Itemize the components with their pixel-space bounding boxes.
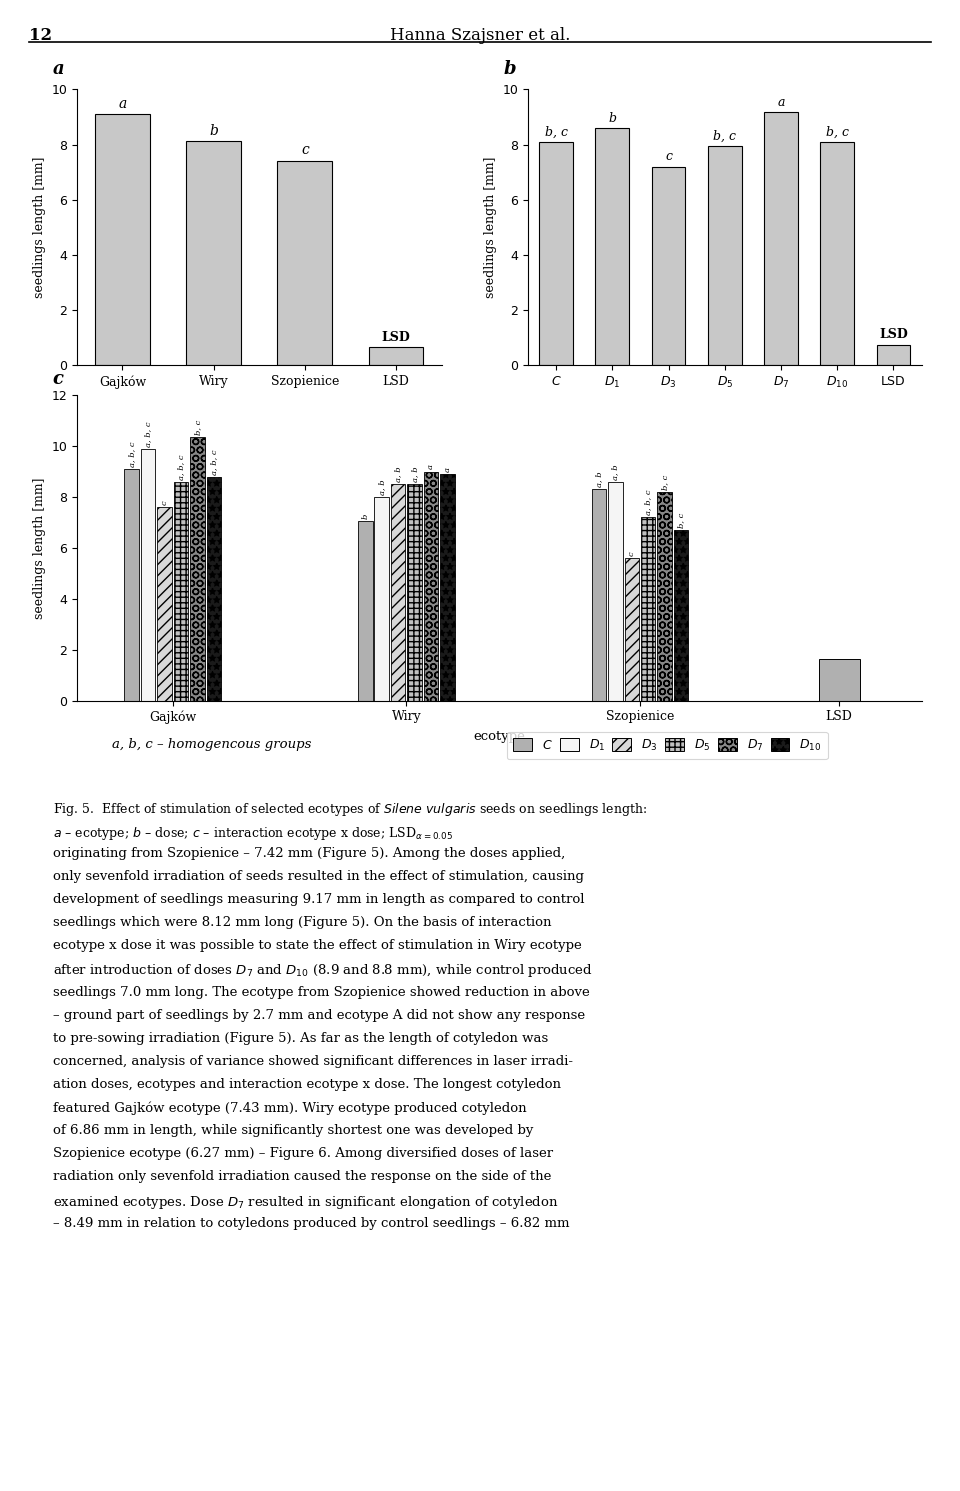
Bar (441, 474, 455, 701)
Text: radiation only sevenfold irradiation caused the response on the side of the: radiation only sevenfold irradiation cau… (53, 1170, 551, 1184)
Text: Hanna Szajsner et al.: Hanna Szajsner et al. (390, 27, 570, 43)
Text: a: a (427, 465, 435, 470)
Text: a, b: a, b (612, 464, 619, 480)
Text: seedlings 7.0 mm long. The ecotype from Szopienice showed reduction in above: seedlings 7.0 mm long. The ecotype from … (53, 986, 589, 999)
Text: – ground part of seedlings by 2.7 mm and ecotype A did not show any response: – ground part of seedlings by 2.7 mm and… (53, 1008, 585, 1021)
Bar (174, 482, 188, 701)
Bar (369, 347, 423, 365)
Text: b, c: b, c (544, 125, 567, 139)
Text: a, b, c: a, b, c (144, 420, 153, 447)
Text: a, b: a, b (377, 479, 386, 495)
Text: – 8.49 mm in relation to cotyledons produced by control seedlings – 6.82 mm: – 8.49 mm in relation to cotyledons prod… (53, 1217, 569, 1230)
Text: of 6.86 mm in length, while significantly shortest one was developed by: of 6.86 mm in length, while significantl… (53, 1124, 533, 1138)
Bar (157, 507, 172, 701)
Bar (207, 477, 222, 701)
Bar (407, 485, 422, 701)
Text: b: b (361, 514, 370, 519)
Text: 12: 12 (29, 27, 52, 43)
Bar (391, 485, 405, 701)
Text: b: b (209, 124, 218, 139)
Text: c: c (300, 143, 309, 158)
Bar (658, 492, 672, 701)
Text: ation doses, ecotypes and interaction ecotype x dose. The longest cotyledon: ation doses, ecotypes and interaction ec… (53, 1078, 561, 1091)
Text: b, c: b, c (660, 474, 669, 491)
Y-axis label: seedlings length [mm]: seedlings length [mm] (33, 477, 46, 619)
Text: concerned, analysis of variance showed significant differences in laser irradi-: concerned, analysis of variance showed s… (53, 1056, 573, 1068)
Text: originating from Szopienice – 7.42 mm (Figure 5). Among the doses applied,: originating from Szopienice – 7.42 mm (F… (53, 847, 565, 860)
X-axis label: ecotype: ecotype (233, 394, 285, 407)
Text: Szopienice ecotype (6.27 mm) – Figure 6. Among diversified doses of laser: Szopienice ecotype (6.27 mm) – Figure 6.… (53, 1148, 553, 1160)
Text: c: c (160, 501, 169, 505)
Bar (125, 470, 139, 701)
Text: Fig. 5.  Effect of stimulation of selected ecotypes of $\mathit{Silene}$ $\mathi: Fig. 5. Effect of stimulation of selecte… (53, 801, 647, 842)
Text: development of seedlings measuring 9.17 mm in length as compared to control: development of seedlings measuring 9.17 … (53, 893, 585, 907)
Text: a, b, c: a, b, c (644, 489, 652, 516)
Text: a, b, c: a, b, c (128, 441, 135, 467)
Bar (674, 531, 688, 701)
Bar (764, 112, 798, 365)
Bar (876, 344, 910, 365)
Text: LSD: LSD (879, 328, 908, 341)
Text: examined ecotypes. Dose $D_7$ resulted in significant elongation of cotyledon: examined ecotypes. Dose $D_7$ resulted i… (53, 1193, 559, 1211)
Text: b, c: b, c (826, 125, 849, 139)
Bar (819, 659, 860, 701)
Text: c: c (628, 552, 636, 556)
Bar (608, 482, 622, 701)
Text: after introduction of doses $D_7$ and $D_{10}$ (8.9 and 8.8 mm), while control p: after introduction of doses $D_7$ and $D… (53, 963, 592, 980)
Bar (374, 497, 389, 701)
Text: a: a (53, 60, 64, 78)
Bar (277, 161, 332, 365)
Text: c: c (665, 151, 672, 164)
Text: ecotype x dose it was possible to state the effect of stimulation in Wiry ecotyp: ecotype x dose it was possible to state … (53, 939, 582, 953)
Bar (95, 115, 150, 365)
Text: a, b, c: a, b, c (210, 449, 218, 474)
Text: b: b (609, 112, 616, 125)
Text: to pre-sowing irradiation (Figure 5). As far as the length of cotyledon was: to pre-sowing irradiation (Figure 5). As… (53, 1032, 548, 1045)
Bar (358, 522, 372, 701)
Bar (186, 142, 241, 365)
Text: only sevenfold irradiation of seeds resulted in the effect of stimulation, causi: only sevenfold irradiation of seeds resu… (53, 871, 584, 883)
Y-axis label: seedlings length [mm]: seedlings length [mm] (33, 157, 46, 298)
Text: a: a (778, 95, 784, 109)
Text: b: b (504, 60, 516, 78)
Text: a: a (444, 467, 452, 473)
Text: a: a (118, 97, 127, 110)
Text: c: c (53, 370, 63, 388)
Bar (190, 437, 204, 701)
Bar (821, 142, 854, 365)
Text: featured Gajków ecotype (7.43 mm). Wiry ecotype produced cotyledon: featured Gajków ecotype (7.43 mm). Wiry … (53, 1100, 526, 1115)
Text: b, c: b, c (194, 420, 202, 435)
Text: seedlings which were 8.12 mm long (Figure 5). On the basis of interaction: seedlings which were 8.12 mm long (Figur… (53, 915, 551, 929)
Bar (595, 128, 629, 365)
X-axis label: dose: dose (709, 395, 740, 409)
Text: a, b: a, b (595, 471, 603, 488)
Bar (652, 167, 685, 365)
Text: a, b: a, b (411, 467, 419, 482)
Y-axis label: seedlings length [mm]: seedlings length [mm] (484, 157, 497, 298)
Text: a, b, c: a, b, c (178, 455, 185, 480)
Bar (625, 558, 639, 701)
Text: a, b: a, b (395, 467, 402, 482)
X-axis label: ecotype: ecotype (473, 729, 525, 743)
Text: a, b, c – homogencous groups: a, b, c – homogencous groups (111, 738, 311, 750)
Bar (141, 449, 156, 701)
Bar (708, 146, 742, 365)
Bar (540, 142, 573, 365)
Text: LSD: LSD (382, 331, 410, 344)
Bar (591, 489, 606, 701)
Bar (424, 471, 439, 701)
Text: b, c: b, c (713, 130, 736, 143)
Legend: $C$, $D_1$, $D_3$, $D_5$, $D_7$, $D_{10}$: $C$, $D_1$, $D_3$, $D_5$, $D_7$, $D_{10}… (507, 732, 828, 759)
Bar (641, 517, 656, 701)
Text: b, c: b, c (677, 513, 685, 528)
